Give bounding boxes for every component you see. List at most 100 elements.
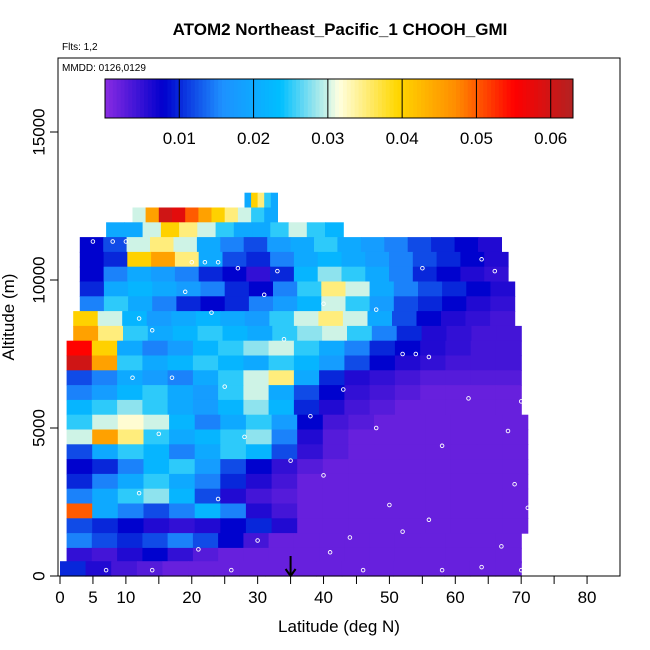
heatmap-cell bbox=[117, 370, 143, 386]
colorbar-segment bbox=[307, 79, 313, 118]
heatmap-cell bbox=[394, 547, 421, 564]
heatmap-cell bbox=[316, 561, 343, 577]
heatmap-cell bbox=[117, 459, 144, 475]
colorbar-segment bbox=[541, 79, 547, 118]
heatmap-cell bbox=[341, 266, 366, 283]
y-tick-label: 15000 bbox=[29, 108, 48, 155]
colorbar-segment bbox=[331, 79, 336, 118]
colorbar-segment bbox=[315, 79, 320, 118]
sample-point bbox=[281, 336, 287, 342]
heatmap-cell bbox=[162, 561, 189, 577]
colorbar-segment bbox=[549, 79, 554, 118]
heatmap-cell bbox=[220, 503, 247, 519]
heatmap-cell bbox=[271, 473, 298, 490]
heatmap-cell bbox=[66, 459, 93, 475]
y-tick-label: 0 bbox=[29, 571, 48, 580]
heatmap-cell bbox=[322, 503, 349, 519]
heatmap-cell bbox=[167, 399, 194, 416]
heatmap-cell bbox=[341, 251, 366, 268]
colorbar-segment bbox=[303, 79, 309, 118]
heatmap-cell bbox=[476, 429, 503, 445]
colorbar-segment bbox=[241, 79, 246, 118]
heatmap-cell bbox=[348, 459, 375, 475]
x-tick-label: 20 bbox=[182, 588, 201, 607]
heatmap-cell bbox=[91, 533, 118, 549]
heatmap-cell bbox=[268, 399, 295, 416]
heatmap-cell bbox=[369, 533, 396, 549]
heatmap-cell bbox=[92, 429, 119, 445]
colorbar: 0.01 0.02 0.03 0.04 0.05 0.06 bbox=[104, 78, 574, 148]
colorbar-segment bbox=[498, 79, 504, 118]
heatmap-cell bbox=[360, 237, 385, 253]
colorbar-segment bbox=[233, 79, 239, 118]
heatmap-cell bbox=[396, 325, 423, 342]
colorbar-segment bbox=[210, 79, 215, 118]
colorbar-segment bbox=[463, 79, 469, 118]
colorbar-segment bbox=[448, 79, 453, 118]
heatmap-cell bbox=[445, 547, 472, 564]
heatmap-cell bbox=[393, 561, 420, 577]
heatmap-cell bbox=[246, 266, 271, 283]
heatmap-cell bbox=[293, 533, 320, 549]
heatmap-cell bbox=[192, 547, 219, 564]
heatmap-cell bbox=[79, 266, 105, 283]
heatmap-cell bbox=[369, 296, 395, 312]
heatmap-cell bbox=[495, 561, 522, 577]
heatmap-cell bbox=[122, 311, 148, 327]
heatmap-cell bbox=[495, 340, 522, 357]
heatmap-cell bbox=[321, 296, 347, 312]
heatmap-cell bbox=[192, 340, 219, 357]
heatmap-cell bbox=[220, 518, 247, 534]
sample-point bbox=[400, 351, 405, 357]
heatmap-cell bbox=[425, 503, 452, 519]
heatmap-cell bbox=[341, 561, 368, 577]
heatmap-cell bbox=[92, 503, 119, 519]
heatmap-cell bbox=[192, 385, 219, 401]
colorbar-segment bbox=[444, 79, 449, 118]
colorbar-segment bbox=[155, 79, 161, 118]
heatmap-cell bbox=[167, 385, 194, 401]
heatmap-cell bbox=[374, 488, 401, 505]
heatmap-cell bbox=[297, 503, 324, 519]
heatmap-cell bbox=[268, 340, 295, 357]
sample-point bbox=[347, 535, 353, 540]
sample-point bbox=[373, 307, 379, 312]
heatmap-cell bbox=[142, 370, 169, 386]
heatmap-cell bbox=[393, 281, 419, 297]
heatmap-cell bbox=[143, 473, 170, 490]
x-axis-label: Latitude (deg N) bbox=[278, 617, 400, 636]
heatmap-cell bbox=[117, 429, 144, 445]
heatmap-cell bbox=[445, 370, 472, 386]
heatmap-cell bbox=[248, 281, 274, 297]
sample-point bbox=[518, 399, 524, 404]
heatmap-cell bbox=[246, 251, 271, 268]
y-tick-label: 10000 bbox=[29, 256, 48, 303]
heatmap-cell bbox=[460, 251, 485, 268]
sample-point bbox=[189, 259, 195, 265]
sample-point bbox=[130, 375, 135, 380]
heatmap-cell bbox=[91, 340, 118, 357]
colorbar-segment bbox=[354, 79, 359, 118]
heatmap-cell bbox=[288, 222, 308, 238]
heatmap-cell bbox=[344, 533, 371, 549]
heatmap-cell bbox=[416, 311, 442, 327]
heatmap-cell bbox=[297, 296, 322, 312]
heatmap-cell bbox=[167, 370, 194, 386]
heatmap-cell bbox=[431, 237, 456, 253]
heatmap-cell bbox=[243, 533, 270, 549]
sample-point bbox=[149, 567, 155, 573]
heatmap-cell bbox=[399, 503, 426, 519]
colorbar-segment bbox=[518, 79, 523, 118]
heatmap-cell bbox=[268, 533, 295, 549]
heatmap-cell bbox=[394, 355, 421, 371]
heatmap-cell bbox=[143, 429, 170, 445]
latitude-marker-arrow bbox=[284, 556, 297, 578]
heatmap-cell bbox=[470, 399, 497, 416]
sample-point bbox=[136, 490, 142, 496]
sample-point bbox=[222, 384, 227, 389]
colorbar-segment bbox=[214, 79, 219, 118]
colorbar-segment bbox=[257, 79, 262, 118]
heatmap-cell bbox=[92, 414, 119, 431]
colorbar-segment bbox=[222, 79, 227, 118]
heatmap-cell bbox=[450, 459, 478, 475]
